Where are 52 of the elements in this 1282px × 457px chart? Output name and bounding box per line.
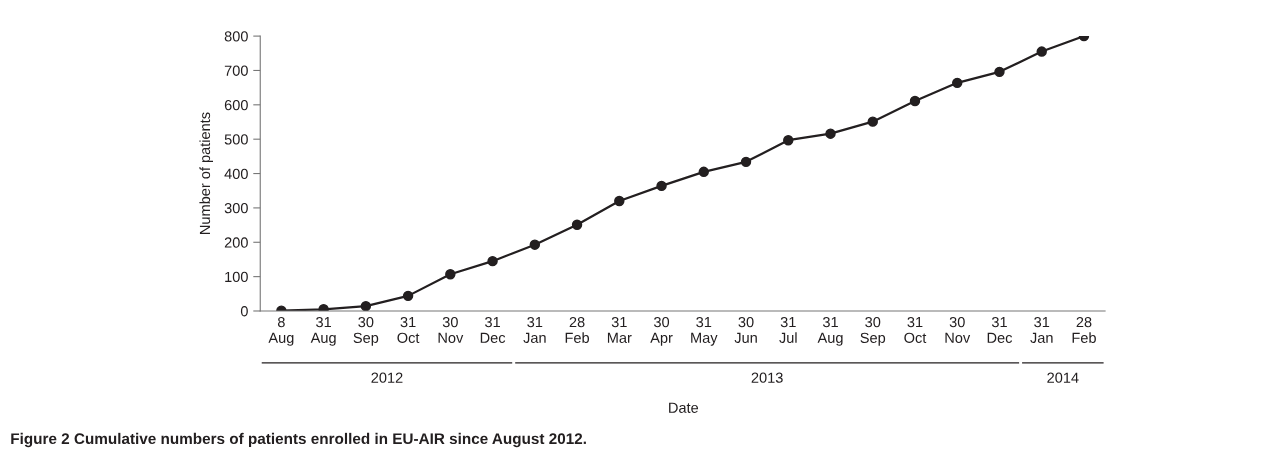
x-tick-label: 30 Sep [353, 316, 379, 346]
y-tick-label: 300 [224, 203, 248, 214]
point [698, 166, 709, 178]
point [360, 300, 372, 311]
y-tick-label: 100 [225, 271, 248, 283]
y-axis-title: Number of patients [199, 112, 213, 234]
y-tick-label: 400 [224, 168, 248, 179]
point [783, 135, 794, 146]
x-tick-label: 31 Oct [397, 316, 420, 343]
x-tick-label: 31 Jan [1030, 316, 1053, 343]
point [909, 95, 921, 107]
x-tick-label: 31 Aug [310, 316, 336, 346]
point [529, 239, 541, 250]
point [487, 255, 498, 267]
point [656, 180, 667, 192]
x-tick-label: 28 Feb [565, 316, 590, 343]
point [1036, 46, 1047, 57]
y-tick-label: 600 [224, 99, 248, 111]
x-axis-title: Date [669, 402, 699, 413]
x-tick-label: 31 Oct [904, 316, 927, 343]
point [740, 156, 752, 168]
x-tick-label: 30 Nov [438, 316, 464, 343]
y-tick-label: 800 [224, 31, 248, 42]
x-tick-label: 30 Jun [734, 316, 757, 343]
point [825, 128, 836, 139]
x-tick-label: 31 Jul [779, 316, 797, 343]
x-tick-label: 31 Jan [523, 316, 546, 343]
x-tick-label: 31 Dec [987, 316, 1013, 343]
point [994, 66, 1005, 78]
y-tick-label: 700 [224, 65, 248, 76]
x-tick-label: 30 Apr [650, 316, 673, 346]
text: 2014 [1047, 372, 1079, 383]
x-tick-label: 28 Feb [1072, 316, 1096, 343]
y-tick-label: 500 [224, 134, 248, 145]
y-tick-label: 200 [224, 237, 248, 248]
caption: Figure 2 Cumulative numbers of patients enrolled in EU-AIR since August 2012. [11, 432, 586, 448]
point [571, 219, 583, 230]
point [614, 195, 625, 207]
x-tick-label: 30 Nov [945, 316, 971, 343]
point [952, 77, 963, 89]
text: 2012 [371, 372, 403, 383]
point [867, 116, 878, 127]
x-tick-label: 31 Mar [607, 316, 632, 343]
x-tick-label: 8 Aug [268, 316, 294, 346]
x-tick-label: 31 Aug [817, 316, 843, 346]
y-tick-label: 0 [240, 306, 248, 317]
point [445, 269, 456, 280]
x-tick-label: 31 May [691, 316, 718, 346]
x-tick-label: 31 Dec [480, 316, 506, 343]
point [402, 290, 414, 302]
text: 2013 [751, 372, 783, 383]
x-tick-label: 30 Sep [860, 316, 886, 346]
